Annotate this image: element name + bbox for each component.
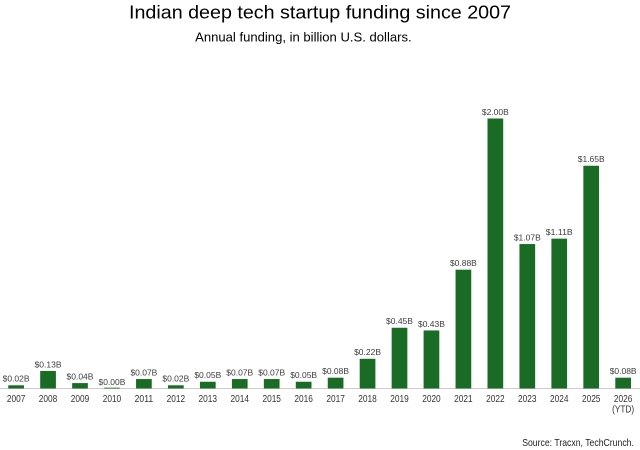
svg-text:2022: 2022 — [486, 394, 505, 405]
svg-text:$0.22B: $0.22B — [354, 347, 381, 357]
svg-text:$0.08B: $0.08B — [610, 366, 637, 376]
svg-text:$0.00B: $0.00B — [99, 377, 126, 387]
svg-text:2017: 2017 — [326, 394, 345, 405]
svg-text:$0.43B: $0.43B — [418, 319, 445, 329]
svg-text:$2.00B: $2.00B — [482, 107, 509, 117]
svg-text:2013: 2013 — [199, 394, 218, 405]
svg-text:2010: 2010 — [103, 394, 122, 405]
svg-text:$0.05B: $0.05B — [290, 370, 317, 380]
svg-text:2007: 2007 — [7, 394, 26, 405]
svg-text:2019: 2019 — [390, 394, 409, 405]
svg-text:2020: 2020 — [422, 394, 441, 405]
svg-text:$0.02B: $0.02B — [162, 374, 189, 384]
svg-text:2009: 2009 — [71, 394, 90, 405]
svg-text:2021: 2021 — [454, 394, 473, 405]
svg-text:$0.07B: $0.07B — [258, 367, 285, 377]
svg-text:$0.05B: $0.05B — [194, 370, 221, 380]
svg-text:Source: Tracxn, TechCrunch.: Source: Tracxn, TechCrunch. — [522, 437, 634, 449]
svg-text:2014: 2014 — [231, 394, 250, 405]
svg-text:2011: 2011 — [135, 394, 154, 405]
svg-text:2015: 2015 — [262, 394, 281, 405]
svg-text:$0.45B: $0.45B — [386, 316, 413, 326]
svg-text:2024: 2024 — [550, 394, 569, 405]
svg-text:$0.02B: $0.02B — [3, 374, 30, 384]
svg-text:2008: 2008 — [39, 394, 58, 405]
svg-text:2018: 2018 — [358, 394, 377, 405]
svg-text:Annual funding, in billion U.S: Annual funding, in billion U.S. dollars. — [195, 29, 412, 44]
svg-text:$1.65B: $1.65B — [578, 154, 605, 164]
svg-text:$0.08B: $0.08B — [322, 366, 349, 376]
svg-text:$1.07B: $1.07B — [514, 232, 541, 242]
svg-text:$0.07B: $0.07B — [130, 367, 157, 377]
svg-text:2016: 2016 — [294, 394, 313, 405]
svg-text:$0.88B: $0.88B — [450, 258, 477, 268]
svg-text:(YTD): (YTD) — [612, 404, 634, 415]
svg-text:Indian deep tech startup fundi: Indian deep tech startup funding since 2… — [129, 2, 511, 23]
svg-text:2025: 2025 — [582, 394, 601, 405]
svg-text:$0.13B: $0.13B — [35, 359, 62, 369]
svg-text:$1.11B: $1.11B — [546, 227, 573, 237]
svg-text:2023: 2023 — [518, 394, 537, 405]
svg-text:2026: 2026 — [614, 394, 633, 405]
svg-text:$0.04B: $0.04B — [67, 372, 94, 382]
svg-text:2012: 2012 — [167, 394, 186, 405]
svg-text:$0.07B: $0.07B — [226, 367, 253, 377]
